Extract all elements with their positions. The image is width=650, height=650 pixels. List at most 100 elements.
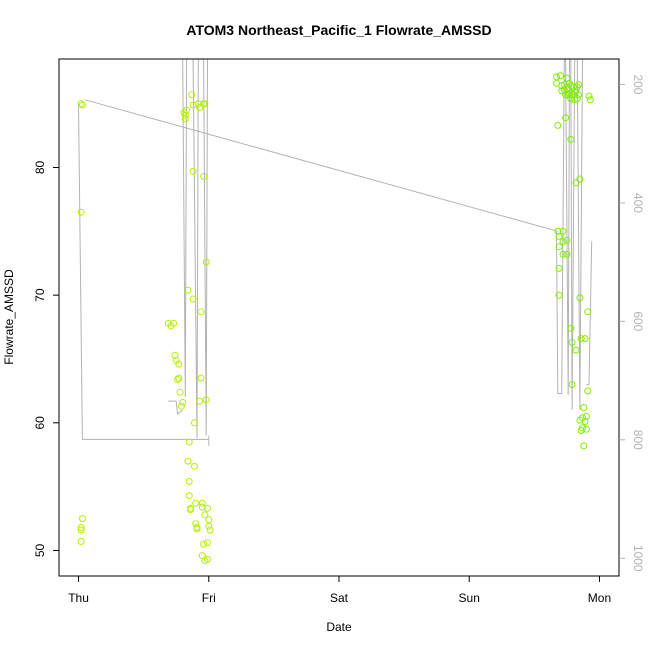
data-point [204,504,211,512]
data-point [553,73,560,81]
connector-line-7 [556,58,565,394]
data-point [192,520,200,528]
data-point [206,526,214,534]
data-point [205,522,213,530]
data-point [77,208,85,216]
x-tick-label: Sun [459,591,480,605]
data-point [185,478,193,485]
x-tick-label: Sat [330,591,349,605]
data-point [185,492,193,500]
data-point [581,418,589,425]
data-point [205,516,213,524]
data-point [77,100,85,108]
data-point [575,91,583,99]
data-point [194,100,202,108]
data-point [188,91,196,99]
connector-line-3 [182,58,188,398]
x-tick-label: Thu [68,591,89,605]
data-point [77,538,85,545]
data-point [197,374,205,382]
data-point [559,227,567,235]
data-point [555,243,563,251]
data-point [198,503,206,511]
data-point [192,499,200,507]
data-point [190,419,198,427]
data-point [202,258,210,266]
y2-tick-label: 800 [631,430,645,450]
data-point [201,100,209,108]
connector-line-10 [576,58,583,411]
connector-line-11 [586,241,593,385]
connector-line-8 [565,58,570,395]
data-point [555,264,563,272]
data-point [175,360,183,368]
data-point [586,96,594,104]
data-point [200,172,208,180]
connector-line-9 [570,58,576,411]
y2-tick-label: 400 [631,193,645,213]
data-point [562,114,570,122]
data-point [582,412,590,420]
data-point [568,338,576,346]
data-point [189,295,197,303]
data-point [184,457,192,465]
data-point [78,101,86,109]
x-tick-label: Fri [202,591,216,605]
data-point [572,346,580,354]
data-point [204,555,211,563]
data-point [554,227,562,235]
x-axis-label: Date [326,620,352,634]
data-point [559,250,567,258]
data-point [563,236,571,244]
data-point [184,286,192,294]
data-point [174,375,181,383]
data-point [185,438,193,446]
data-point [567,324,575,332]
connector-lines [78,58,593,446]
data-point [555,232,563,240]
data-point [584,308,592,316]
y-tick-label: 70 [33,288,47,302]
data-point [202,396,210,404]
data-point [179,398,187,406]
data-point [181,111,189,119]
data-point [576,294,584,302]
data-point [189,167,197,175]
connector-line-4 [192,58,199,439]
plot-frame [58,58,620,577]
data-point [560,86,568,94]
data-point [176,388,184,396]
data-point [582,425,590,433]
data-point [190,462,198,470]
data-point [580,442,588,450]
chart-title: ATOM3 Northeast_Pacific_1 Flowrate_AMSSD [186,22,491,38]
data-point [556,72,564,80]
x-axis: Thu Fri Sat Sun Mon [68,576,611,605]
data-point [575,81,583,88]
y2-tick-label: 1000 [631,545,645,572]
data-point [563,250,571,258]
data-point [77,526,85,534]
data-point [581,335,589,343]
y-tick-label: 80 [33,161,47,175]
data-point [572,179,580,187]
connector-line-5 [203,58,208,436]
data-point [568,381,576,388]
data-point [197,308,205,316]
secondary-y-axis: 200 400 600 800 1000 [619,74,645,572]
data-point [170,319,178,327]
data-point [585,92,593,100]
data-point [198,499,206,507]
connector-line-1 [84,99,558,232]
data-point [204,539,211,547]
y-tick-label: 60 [33,416,47,430]
data-points [77,72,594,565]
data-point [559,238,567,245]
data-point [554,121,562,129]
data-point [201,511,209,519]
data-point [566,90,573,97]
data-point [584,387,592,395]
data-point [200,540,208,548]
data-point [183,106,191,114]
